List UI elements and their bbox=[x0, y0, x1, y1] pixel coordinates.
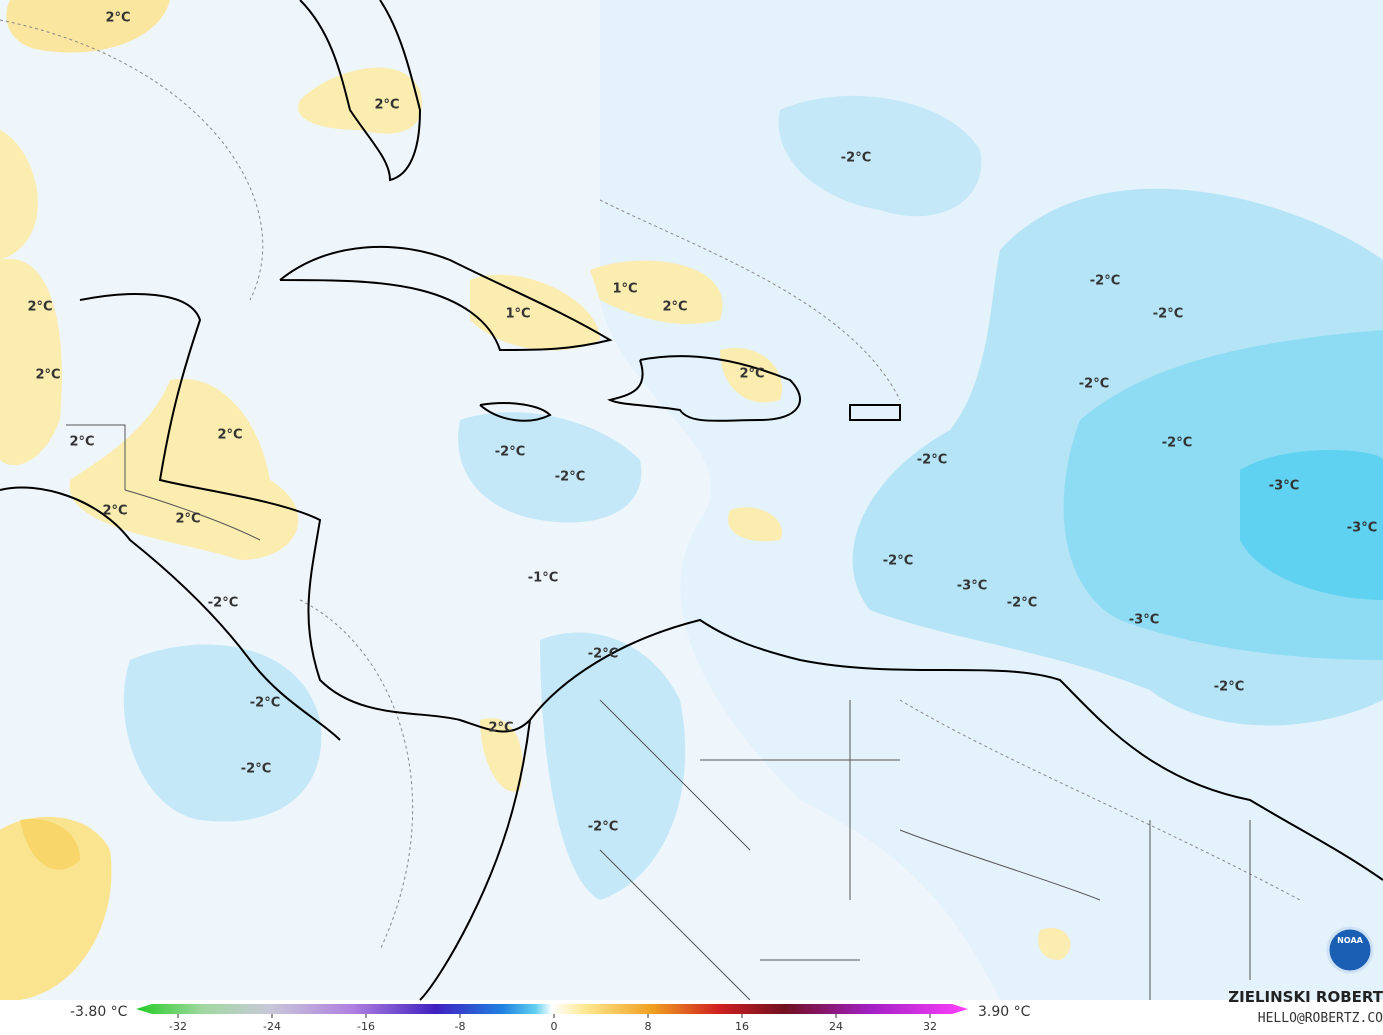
contour-label: -2°C bbox=[588, 647, 618, 662]
contour-label: -2°C bbox=[1214, 680, 1244, 695]
contour-label: -2°C bbox=[1079, 377, 1109, 392]
contour-label: 2°C bbox=[217, 428, 242, 443]
contour-label: -3°C bbox=[957, 579, 987, 594]
colorbar-max: 3.90 °C bbox=[978, 1004, 1031, 1020]
contour-label: 2°C bbox=[662, 300, 687, 315]
contour-label: 1°C bbox=[505, 307, 530, 322]
credit-contact: HELLO@ROBERTZ.CO bbox=[1258, 1011, 1383, 1026]
contour-label: -2°C bbox=[588, 820, 618, 835]
contour-label: -2°C bbox=[241, 762, 271, 777]
contour-label: -3°C bbox=[1269, 479, 1299, 494]
contour-label: -2°C bbox=[883, 554, 913, 569]
anomaly-fields bbox=[0, 0, 1383, 1000]
contour-label: 2°C bbox=[175, 512, 200, 527]
colorbar-tick-label: -32 bbox=[169, 1020, 187, 1033]
colorbar-tick-label: 16 bbox=[735, 1020, 749, 1033]
borders bbox=[66, 424, 1251, 1001]
contour-label: -3°C bbox=[1347, 521, 1377, 536]
contour-label: 2°C bbox=[374, 98, 399, 113]
contour-label: -2°C bbox=[1162, 436, 1192, 451]
colorbar-tick-label: 32 bbox=[923, 1020, 937, 1033]
contour-label: -2°C bbox=[1007, 596, 1037, 611]
contour-label: 2°C bbox=[35, 368, 60, 383]
contour-label: -2°C bbox=[208, 596, 238, 611]
contour-label: 2°C bbox=[27, 300, 52, 315]
colorbar-tick-label: -16 bbox=[357, 1020, 375, 1033]
colorbar-gradient bbox=[136, 1004, 968, 1014]
contour-label: -2°C bbox=[841, 151, 871, 166]
contour-label: 2°C bbox=[105, 11, 130, 26]
colorbar: -3.80 °C 3.90 °C -32 -24 -16 -8 0 8 16 24 32 bbox=[70, 1004, 1031, 1033]
credit-name: ZIELINSKI ROBERT bbox=[1228, 988, 1383, 1006]
contour-label: 1°C bbox=[612, 282, 637, 297]
contour-label: -2°C bbox=[555, 470, 585, 485]
contour-label: -2°C bbox=[917, 453, 947, 468]
colorbar-tick-label: 0 bbox=[551, 1020, 558, 1033]
contour-label: -3°C bbox=[1129, 613, 1159, 628]
map: 2°C 2°C -2°C -2°C -2°C 2°C 1°C 2°C 1°C 2°C -2°C 2°C… bbox=[0, 0, 1383, 1001]
contour-label: -2°C bbox=[1153, 307, 1183, 322]
contour-label: 2°C bbox=[739, 367, 764, 382]
contour-label: -2°C bbox=[1090, 274, 1120, 289]
noaa-logo: NOAA bbox=[1326, 926, 1374, 974]
contour-labels: 2°C 2°C -2°C -2°C -2°C 2°C 1°C 2°C 1°C 2°C -2°C 2°C… bbox=[27, 11, 1377, 835]
colorbar-tick-label: -24 bbox=[263, 1020, 281, 1033]
contour-label: 2°C bbox=[69, 435, 94, 450]
colorbar-tick-label: -8 bbox=[455, 1020, 466, 1033]
colorbar-tick-label: 24 bbox=[829, 1020, 843, 1033]
contour-label: 2°C bbox=[102, 504, 127, 519]
coastlines bbox=[0, 0, 1383, 1001]
logo-text: NOAA bbox=[1337, 936, 1363, 945]
contour-label: -2°C bbox=[495, 445, 525, 460]
contour-label: -1°C bbox=[528, 571, 558, 586]
colorbar-min: -3.80 °C bbox=[70, 1004, 128, 1020]
contour-label: 2°C bbox=[488, 721, 513, 736]
contour-label: -2°C bbox=[250, 696, 280, 711]
colorbar-tick-label: 8 bbox=[645, 1020, 652, 1033]
